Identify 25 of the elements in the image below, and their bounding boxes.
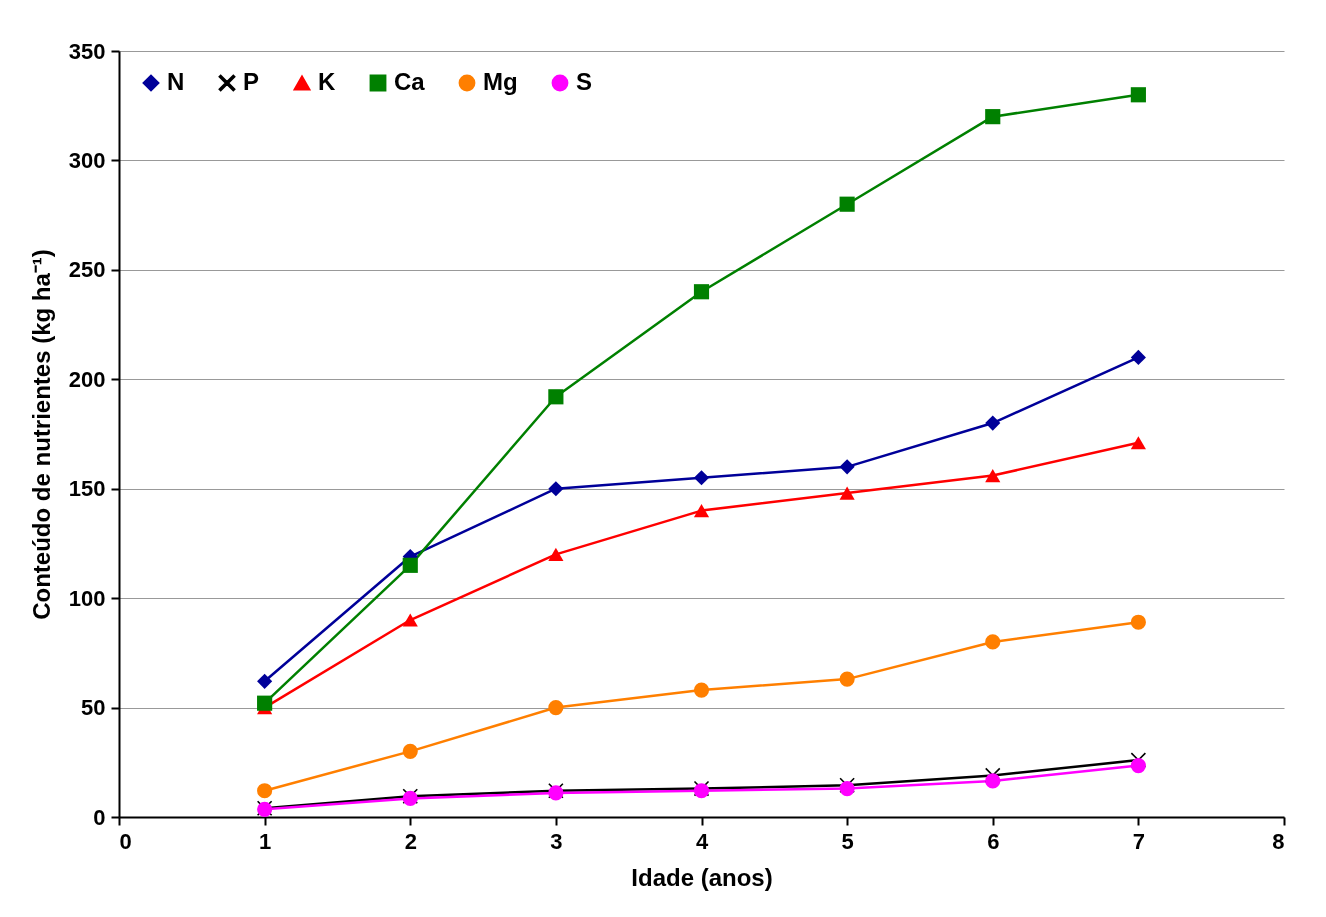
x-tick-label: 1 bbox=[259, 828, 272, 854]
y-tick-label: 300 bbox=[68, 147, 106, 173]
y-axis-title: Conteúdo de nutrientes (kg ha⁻¹) bbox=[27, 249, 55, 620]
legend-label: Ca bbox=[394, 68, 426, 95]
legend-label: Mg bbox=[483, 68, 518, 95]
y-tick-label: 150 bbox=[68, 476, 106, 502]
x-axis-title: Idade (anos) bbox=[631, 863, 773, 891]
y-tick-label: 200 bbox=[68, 366, 106, 392]
x-tick-label: 5 bbox=[841, 828, 854, 854]
x-tick-label: 6 bbox=[987, 828, 1000, 854]
x-tick-label: 0 bbox=[119, 828, 132, 854]
y-tick-label: 250 bbox=[68, 257, 106, 283]
y-tick-label: 0 bbox=[93, 804, 106, 830]
legend-label: K bbox=[318, 68, 336, 95]
x-tick-label: 2 bbox=[404, 828, 417, 854]
x-tick-label: 3 bbox=[550, 828, 563, 854]
x-tick-label: 4 bbox=[695, 828, 709, 854]
y-tick-label: 50 bbox=[81, 695, 106, 721]
x-tick-label: 7 bbox=[1132, 828, 1145, 854]
legend-label: N bbox=[167, 68, 185, 95]
x-tick-label: 8 bbox=[1272, 828, 1285, 854]
legend-label: S bbox=[576, 68, 593, 95]
y-tick-label: 350 bbox=[68, 38, 106, 64]
y-tick-label: 100 bbox=[68, 585, 106, 611]
legend-label: P bbox=[243, 68, 260, 95]
